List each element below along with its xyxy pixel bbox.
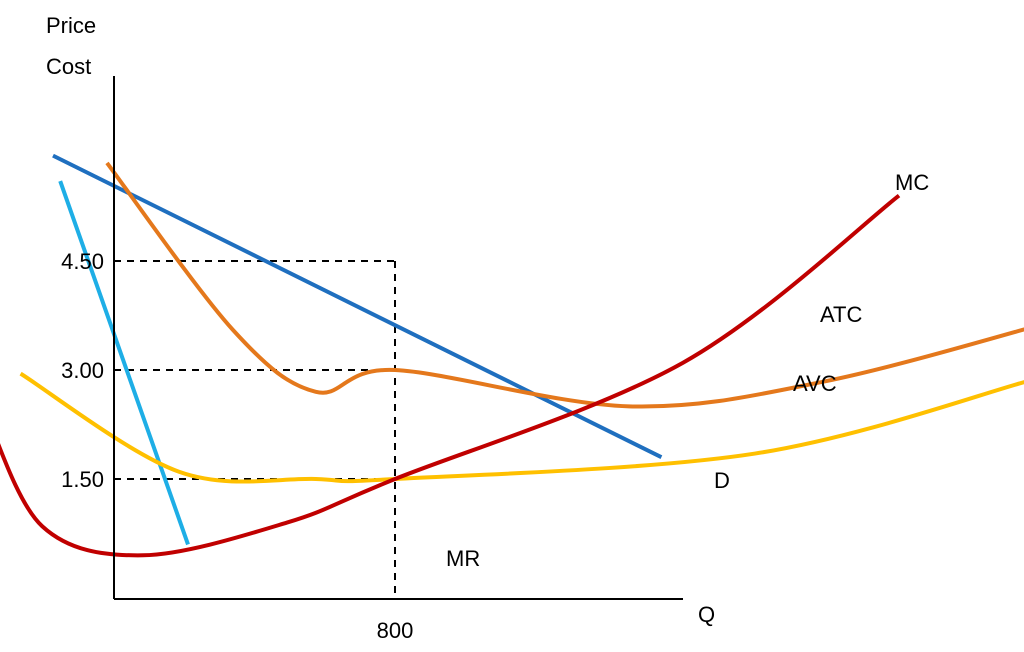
x-tick-label-0: 800 bbox=[377, 618, 414, 643]
tick-labels: 4.50 3.00 1.50 800 bbox=[61, 249, 413, 643]
curves bbox=[0, 153, 1024, 558]
x-axis-label: Q bbox=[698, 602, 715, 627]
y-axis-label: Price Cost bbox=[46, 13, 96, 79]
curve-label-d: D bbox=[714, 468, 730, 493]
curve-mr bbox=[58, 180, 190, 546]
curve-label-atc: ATC bbox=[820, 302, 862, 327]
axes bbox=[113, 76, 683, 600]
y-axis-label-line-1: Price bbox=[46, 13, 96, 38]
curve-label-mc: MC bbox=[895, 170, 929, 195]
curve-avc bbox=[19, 371, 1024, 484]
curve-mc bbox=[0, 194, 901, 558]
y-axis-label-line-2: Cost bbox=[46, 54, 91, 79]
curve-label-mr: MR bbox=[446, 546, 480, 571]
y-tick-label-1: 3.00 bbox=[61, 358, 104, 383]
curve-d bbox=[52, 153, 663, 459]
curve-labels: MC ATC AVC D MR bbox=[446, 170, 929, 571]
curve-atc bbox=[105, 161, 1024, 409]
y-tick-label-2: 1.50 bbox=[61, 467, 104, 492]
y-tick-label-0: 4.50 bbox=[61, 249, 104, 274]
curve-label-avc: AVC bbox=[793, 371, 837, 396]
guide-lines bbox=[114, 260, 396, 599]
